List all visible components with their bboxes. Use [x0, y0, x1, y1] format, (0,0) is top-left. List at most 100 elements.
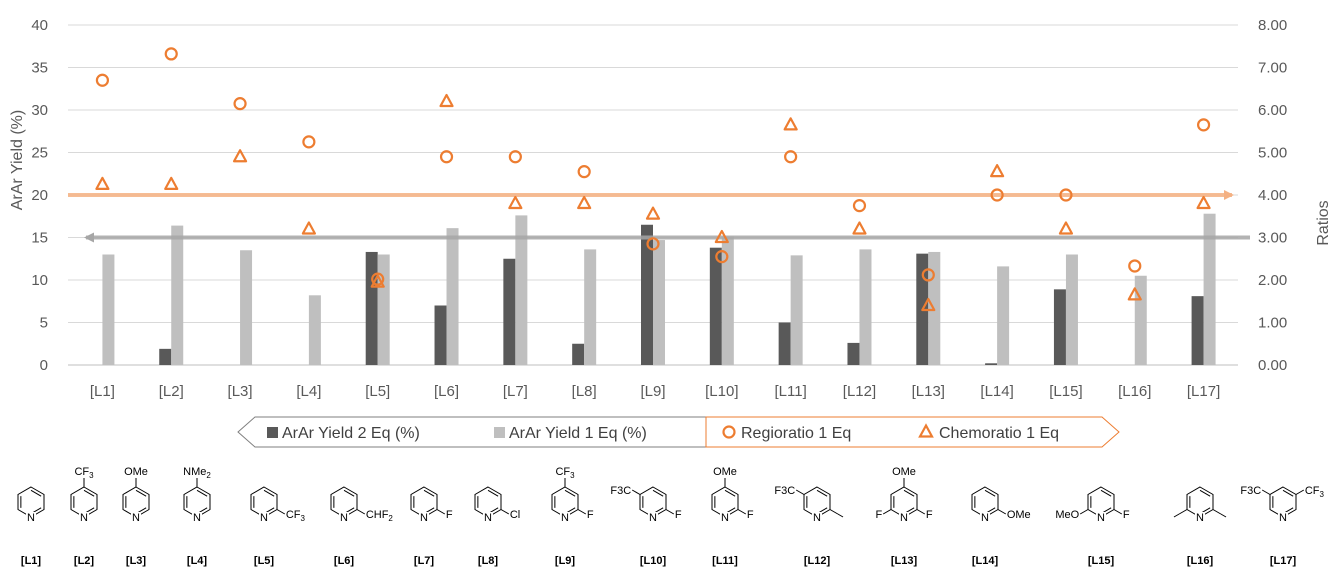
substituent-bond [882, 509, 892, 515]
ligand-label: [L1] [21, 555, 42, 567]
x-tick-label: [L2] [159, 383, 184, 400]
point-regioratio [990, 188, 1004, 202]
legend-swatch-yield-1eq [494, 427, 505, 438]
y-tick-label: 10 [31, 272, 48, 289]
ring-double-bond [83, 489, 95, 497]
ring-double-bond [1282, 489, 1294, 497]
nitrogen-label: N [1196, 512, 1204, 524]
ligand-label: [L12] [804, 555, 831, 567]
ring-double-bond [724, 489, 736, 497]
y2-axis-title: Ratios [1315, 200, 1332, 245]
nitrogen-mask [899, 512, 909, 522]
nitrogen-mask [131, 512, 141, 522]
bar-yield-1eq [721, 236, 734, 365]
point-regioratio [233, 97, 247, 111]
substituent-label: F [747, 509, 754, 521]
substituent-bond [1079, 509, 1089, 515]
substituent-bond [829, 509, 839, 515]
ring-double-bond [816, 489, 828, 497]
nitrogen-mask [1195, 512, 1205, 522]
point-chemoratio [164, 176, 179, 190]
substituent-label: F [1123, 509, 1130, 521]
substituent-bond [665, 509, 675, 515]
ring-double-bond [135, 489, 147, 497]
substituent-label: CHF2 [366, 509, 394, 523]
substituent-label: OMe [124, 466, 148, 478]
ligand-label: [L5] [254, 555, 275, 567]
ligand-structure: N [L16] [1173, 486, 1227, 567]
ligand-structure: N CHF2 [L6] [330, 486, 394, 567]
ligand-structure: N CF3 F [L9] [551, 466, 594, 567]
ligand-structure: N F3C F [L10] [610, 485, 681, 567]
x-axis-ticks: [L1] [L2] [L3] [L4] [L5] [L6] [L7] [L8] [L9] [L10… [90, 383, 1220, 400]
y2-tick-label: 5.00 [1258, 145, 1287, 162]
nitrogen-label: N [561, 512, 569, 524]
nitrogen-mask [812, 512, 822, 522]
ligand-label: [L10] [640, 555, 667, 567]
legend-label-chemoratio: Chemoratio 1 Eq [939, 425, 1059, 442]
nitrogen-label: N [132, 512, 140, 524]
y-tick-label: 25 [31, 145, 48, 162]
ring-double-bond [30, 489, 42, 497]
legend-left-outline [237, 416, 706, 448]
point-chemoratio [783, 117, 798, 131]
point-regioratio [921, 268, 935, 282]
nitrogen-label: N [813, 512, 821, 524]
legend-right-outline [705, 416, 1120, 448]
ligand-label: [L2] [74, 555, 95, 567]
substituent-label: F [875, 509, 882, 521]
x-tick-label: [L3] [228, 383, 253, 400]
y-tick-label: 35 [31, 60, 48, 77]
ligand-structure: N OMe [L3] [122, 466, 150, 567]
substituent-label: F [587, 509, 594, 521]
ring-double-bond [903, 489, 915, 497]
substituent-label: F3C [610, 485, 631, 497]
bar-yield-2eq [434, 305, 447, 365]
bar-yield-1eq [171, 225, 184, 365]
nitrogen-mask [79, 512, 89, 522]
ring-double-bond [343, 489, 355, 497]
ligand-structure: N F3C CF3 [L17] [1240, 485, 1324, 567]
nitrogen-label: N [260, 512, 268, 524]
x-tick-label: [L9] [640, 383, 665, 400]
x-tick-label: [L12] [843, 383, 876, 400]
ligand-structure: N CF3 [L2] [70, 466, 98, 567]
ring-double-bond [564, 489, 576, 497]
legend-marker-regioratio [722, 425, 736, 439]
bar-yield-1eq [446, 228, 459, 365]
bar-yield-1eq [102, 254, 115, 365]
bar-yield-2eq [1053, 289, 1066, 365]
y2-axis-ticks: 0.00 1.00 2.00 3.00 4.00 5.00 6.00 7.00 8.00 [1258, 17, 1287, 374]
ligand-label: [L4] [187, 555, 208, 567]
ligand-structure: N NMe2 [L4] [183, 466, 211, 567]
substituent-bond [916, 509, 926, 515]
bar-yield-2eq [641, 224, 653, 365]
point-chemoratio [232, 149, 248, 163]
y2-tick-label: 1.00 [1258, 315, 1287, 332]
nitrogen-label: N [981, 512, 989, 524]
bar-yield-1eq [790, 255, 803, 365]
ring-double-bond [1100, 489, 1112, 497]
ligand-label: [L14] [972, 555, 999, 567]
ligand-label: [L7] [414, 555, 435, 567]
ligand-structure: N F [L7] [410, 486, 453, 567]
x-tick-label: [L14] [980, 383, 1013, 400]
ligand-label: [L17] [1270, 555, 1297, 567]
nitrogen-label: N [1097, 512, 1105, 524]
ligand-structure: N F3C [L12] [774, 485, 844, 567]
substituent-bond [436, 509, 446, 515]
nitrogen-mask [560, 512, 570, 522]
ring-double-bond [984, 489, 996, 497]
nitrogen-label: N [1279, 512, 1287, 524]
ring-double-bond [487, 489, 499, 497]
substituent-bond [1178, 509, 1188, 515]
x-tick-label: [L1] [90, 383, 115, 400]
methyl-bond [1220, 513, 1227, 518]
legend: ArAr Yield 2 Eq (%) ArAr Yield 1 Eq (%) … [237, 416, 1120, 448]
point-regioratio [508, 150, 522, 164]
ligand-label: [L15] [1088, 555, 1115, 567]
nitrogen-mask [648, 512, 658, 522]
substituent-label: F [446, 509, 453, 521]
point-chemoratio [95, 176, 110, 190]
y2-tick-label: 8.00 [1258, 17, 1287, 34]
